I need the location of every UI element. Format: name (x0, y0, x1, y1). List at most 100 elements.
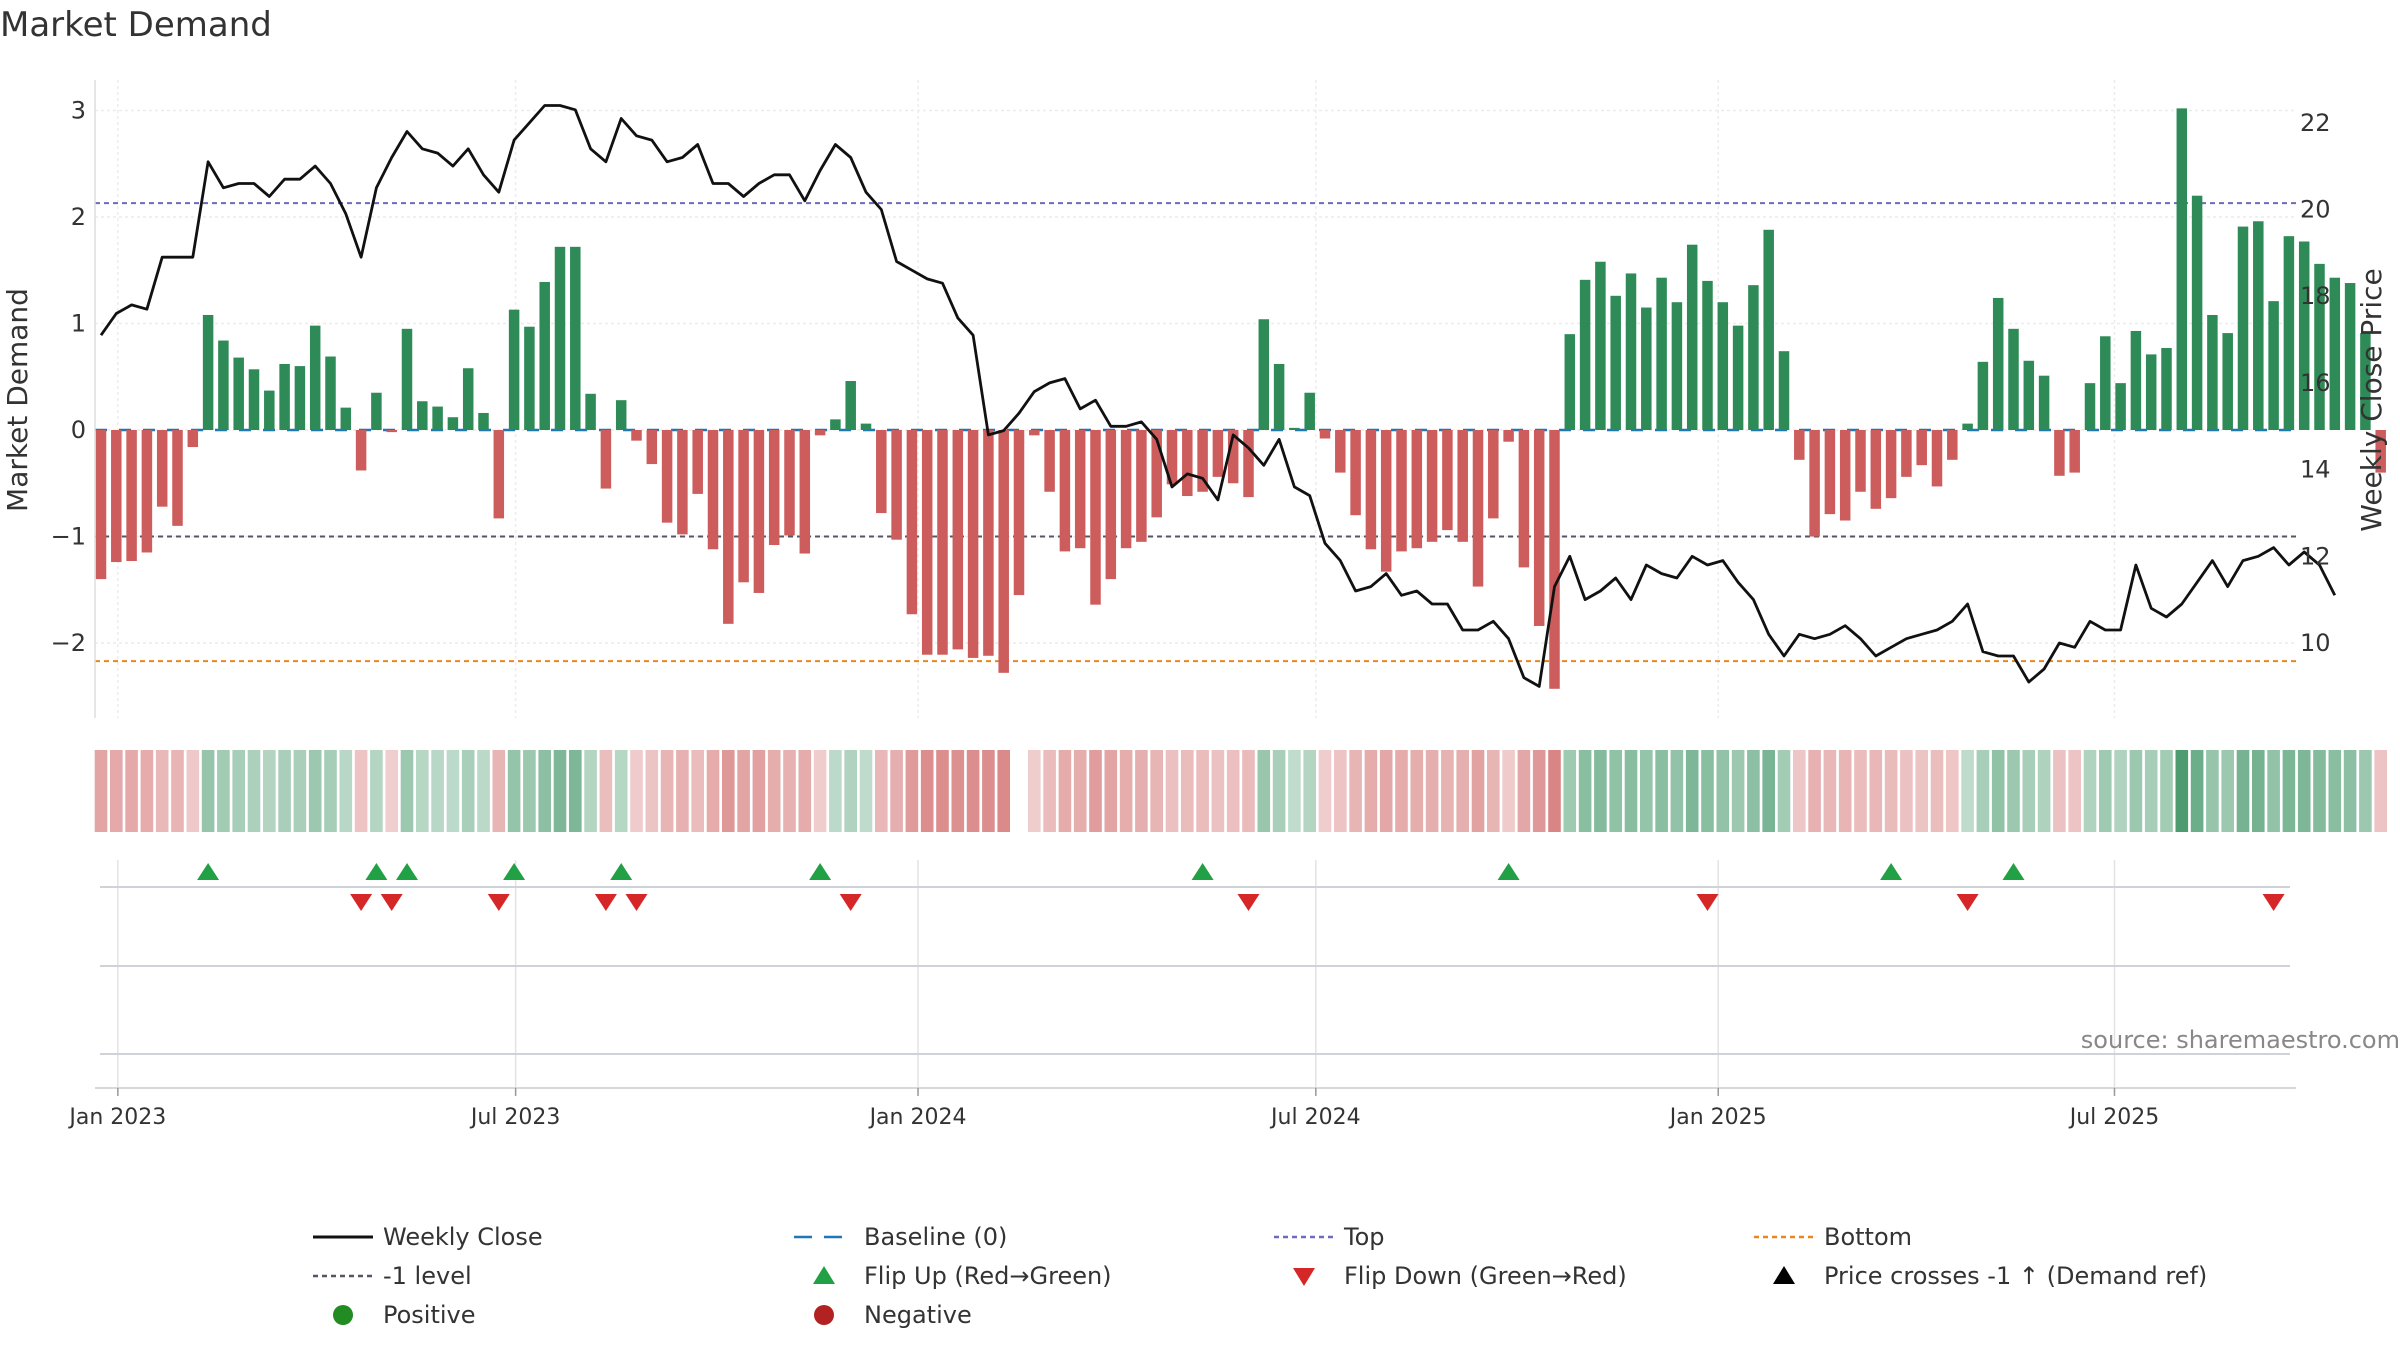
demand-bar (570, 246, 581, 430)
heat-cell (247, 750, 261, 832)
heat-cell (1548, 750, 1561, 832)
heat-cell (752, 750, 766, 832)
heat-cell (1900, 750, 1913, 832)
demand-bar (2100, 336, 2111, 430)
heat-cell (1119, 750, 1133, 832)
heat-cell (1028, 750, 1041, 832)
x-tick-label: Jan 2025 (1668, 1105, 1767, 1130)
demand-bar (508, 309, 520, 430)
demand-bar (1411, 430, 1423, 549)
demand-bar (830, 419, 841, 430)
flip-down-marker (2262, 894, 2285, 911)
heat-cell (645, 750, 659, 832)
flip-up-marker (610, 863, 633, 880)
demand-bar (187, 430, 199, 448)
demand-bars (95, 108, 2386, 689)
demand-bar (1778, 351, 1790, 430)
heat-cell (1854, 750, 1867, 832)
flip-up-marker (809, 863, 832, 880)
heat-cell (2129, 750, 2143, 832)
heat-cell (2267, 750, 2280, 832)
heat-cell (1777, 750, 1791, 832)
heat-cell (1685, 750, 1699, 832)
heat-cell (2328, 750, 2342, 832)
demand-bar (1197, 430, 1208, 492)
heat-cell (1288, 750, 1301, 832)
demand-bar (294, 366, 306, 430)
demand-bar (233, 357, 244, 430)
left-tick-label: −2 (51, 629, 86, 657)
demand-bar (2176, 108, 2188, 431)
flip-markers (197, 863, 2285, 911)
demand-bar (1870, 430, 1882, 509)
heat-cell (1976, 750, 1990, 832)
legend-swatch (1293, 1268, 1315, 1286)
heat-cell (691, 750, 704, 832)
demand-bar (2130, 330, 2142, 430)
heat-cell (1655, 750, 1668, 832)
heat-cell (2053, 750, 2066, 832)
demand-bar (2054, 430, 2065, 476)
heat-cell (171, 750, 184, 832)
heat-cell (1058, 750, 1072, 832)
demand-bar (539, 281, 550, 430)
flip-down-marker (487, 894, 510, 911)
flip-up-marker (365, 863, 388, 880)
heat-cell (569, 750, 582, 832)
heat-cell (1425, 750, 1439, 832)
heat-cell (477, 750, 490, 832)
heat-cell (293, 750, 307, 832)
demand-bar (1426, 430, 1438, 542)
demand-bar (1686, 244, 1698, 430)
heat-cell (2343, 750, 2357, 832)
heat-cell (1701, 750, 1714, 832)
demand-bar (723, 430, 734, 624)
demand-bar (2207, 314, 2218, 430)
heat-cell (94, 750, 108, 832)
flip-up-marker (503, 863, 526, 880)
source-credit: source: sharemaestro.com (2081, 1026, 2400, 1054)
heat-cell (324, 750, 337, 832)
y-axis-left-label: Market Demand (1, 288, 34, 512)
demand-bar (921, 430, 933, 655)
x-axis: Jan 2023 Jul 2023 Jan 2024 Jul 2024 Jan 2025… (67, 1087, 2296, 1130)
demand-bar (2298, 241, 2310, 430)
legend-item-positive: Positive (333, 1301, 476, 1329)
legend-item-weekly-close: Weekly Close (313, 1223, 543, 1251)
heat-cell (1517, 750, 1531, 832)
heat-cell (2236, 750, 2250, 832)
right-tick-label: 18 (2300, 282, 2331, 310)
demand-bar (355, 430, 367, 471)
left-tick-label: 2 (71, 203, 86, 231)
heat-cell (1594, 750, 1607, 832)
heat-cell (461, 750, 475, 832)
heat-cell (140, 750, 154, 832)
demand-bar (1289, 427, 1300, 430)
right-tick-label: 22 (2300, 109, 2331, 137)
heat-cell (1793, 750, 1806, 832)
heat-cell (1884, 750, 1898, 832)
heat-cell (1104, 750, 1118, 832)
demand-bar (386, 430, 397, 433)
legend-item-flip-up: Flip Up (Red→Green) (813, 1262, 1112, 1290)
heat-cell (936, 750, 949, 832)
right-tick-label: 12 (2300, 542, 2331, 570)
demand-bar (462, 368, 474, 430)
heat-cell (2359, 750, 2372, 832)
legend-swatch (813, 1266, 835, 1284)
demand-bar (1763, 229, 1774, 430)
demand-bar (845, 381, 856, 430)
demand-bar (891, 430, 902, 540)
demand-bar (447, 417, 459, 430)
legend-item-price-cross: Price crosses -1 ↑ (Demand ref) (1773, 1262, 2207, 1290)
heat-cell (630, 750, 643, 832)
heat-cell (2190, 750, 2204, 832)
flip-down-marker (1237, 894, 1260, 911)
flip-down-marker (594, 894, 617, 911)
heat-cell (1272, 750, 1286, 832)
demand-bar (1457, 430, 1468, 542)
heat-cell (1930, 750, 1944, 832)
demand-bar (1090, 430, 1101, 605)
demand-bar (340, 407, 352, 430)
demand-bar (1748, 285, 1759, 430)
